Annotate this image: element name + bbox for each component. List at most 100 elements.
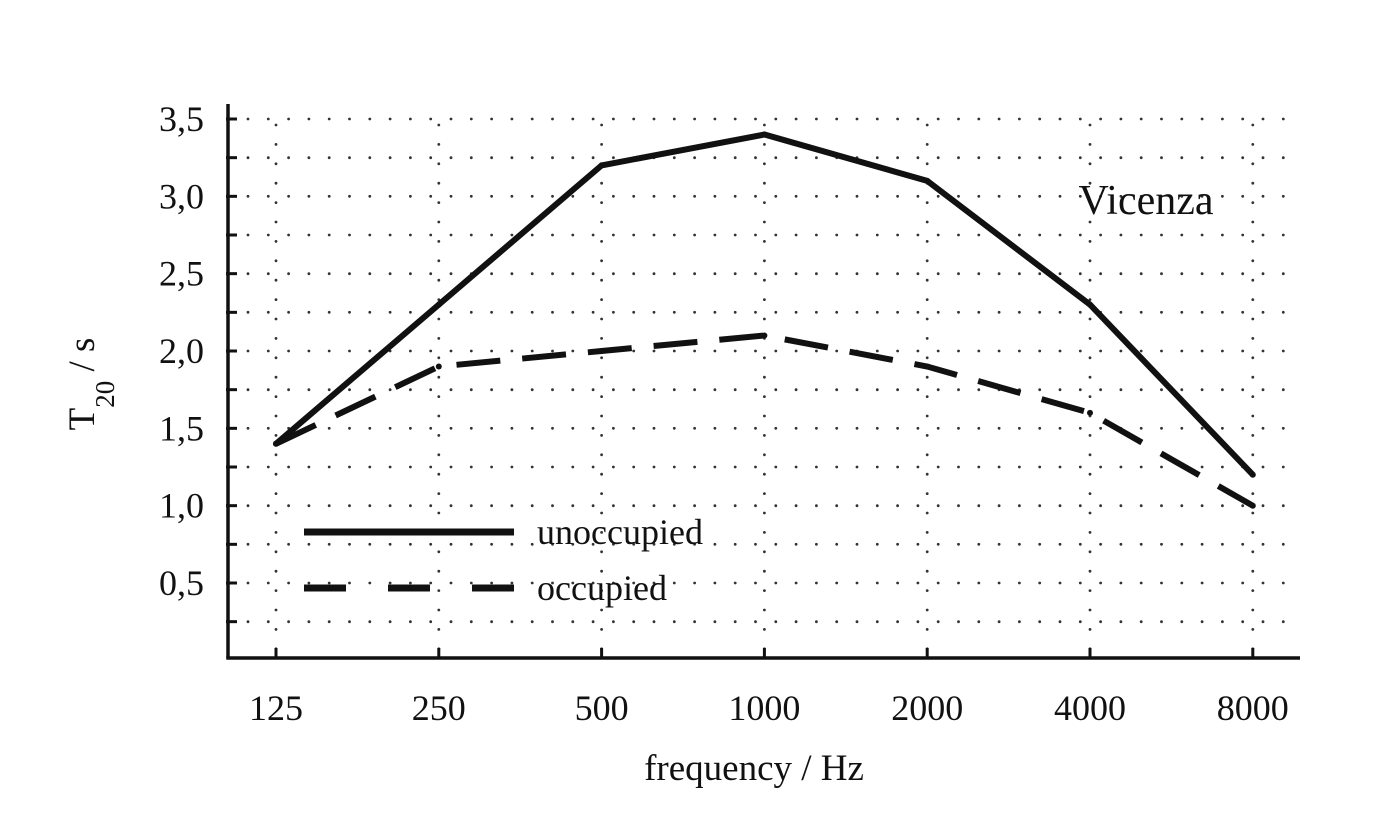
grid-dot bbox=[1261, 349, 1265, 353]
grid-dot bbox=[1200, 620, 1204, 624]
grid-dot bbox=[794, 310, 798, 314]
data-point-unoccupied bbox=[1087, 301, 1093, 308]
grid-dot bbox=[763, 511, 766, 515]
grid-dot bbox=[916, 465, 920, 469]
grid-dot bbox=[1119, 349, 1123, 353]
grid-dot bbox=[600, 511, 603, 515]
grid-dot bbox=[348, 117, 351, 121]
grid-dot bbox=[835, 426, 839, 430]
grid-dot bbox=[388, 620, 392, 624]
grid-dot bbox=[896, 310, 899, 314]
grid-dot bbox=[530, 542, 534, 546]
grid-dot bbox=[774, 233, 778, 237]
grid-dot bbox=[437, 472, 441, 476]
grid-dot bbox=[1251, 628, 1255, 631]
grid-dot bbox=[274, 472, 278, 476]
grid-dot bbox=[437, 356, 441, 360]
grid-dot bbox=[490, 465, 493, 469]
grid-dot bbox=[1139, 542, 1143, 546]
grid-dot bbox=[1160, 504, 1163, 508]
grid-dot bbox=[936, 117, 940, 121]
grid-dot bbox=[925, 259, 929, 263]
grid-dot bbox=[469, 233, 473, 237]
grid-dot bbox=[1160, 156, 1163, 160]
grid-dot bbox=[612, 117, 615, 121]
grid-dot bbox=[936, 426, 940, 430]
grid-dot bbox=[600, 356, 603, 360]
x-tick-label: 500 bbox=[575, 688, 629, 728]
grid-dot bbox=[763, 453, 766, 457]
grid-dot bbox=[429, 620, 433, 624]
grid-dot bbox=[490, 542, 493, 546]
grid-dot bbox=[274, 123, 278, 127]
grid-dot bbox=[591, 388, 595, 392]
grid-dot bbox=[896, 349, 899, 353]
grid-dot bbox=[274, 531, 278, 534]
grid-dot bbox=[855, 388, 859, 392]
grid-dot bbox=[510, 310, 514, 314]
grid-dot bbox=[591, 194, 595, 198]
grid-dot bbox=[246, 504, 250, 508]
grid-dot bbox=[916, 194, 920, 198]
grid-dot bbox=[530, 310, 534, 314]
grid-dot bbox=[754, 156, 757, 160]
grid-dot bbox=[1251, 356, 1255, 360]
grid-dot bbox=[429, 542, 433, 546]
grid-dot bbox=[632, 542, 636, 546]
grid-dot bbox=[957, 349, 960, 353]
grid-dot bbox=[936, 156, 940, 160]
grid-dot bbox=[274, 453, 278, 457]
grid-dot bbox=[632, 426, 636, 430]
grid-dot bbox=[409, 465, 412, 469]
grid-dot bbox=[287, 465, 290, 469]
grid-dot bbox=[1261, 504, 1265, 508]
grid-dot bbox=[815, 272, 818, 276]
grid-dot bbox=[1018, 620, 1021, 624]
grid-dot bbox=[274, 181, 278, 185]
grid-dot bbox=[713, 272, 717, 276]
legend-label-unoccupied: unoccupied bbox=[537, 512, 703, 552]
grid-dot bbox=[1251, 492, 1255, 495]
grid-dot bbox=[409, 620, 412, 624]
grid-dot bbox=[1018, 349, 1021, 353]
grid-dot bbox=[246, 156, 250, 160]
grid-dot bbox=[925, 569, 929, 573]
grid-dot bbox=[429, 504, 433, 508]
grid-dot bbox=[916, 620, 920, 624]
grid-dot bbox=[551, 233, 554, 237]
grid-dot bbox=[977, 194, 981, 198]
grid-dot bbox=[348, 272, 351, 276]
grid-dot bbox=[388, 194, 392, 198]
grid-dot bbox=[1088, 181, 1092, 185]
grid-dot bbox=[409, 426, 412, 430]
grid-dot bbox=[733, 310, 737, 314]
grid-dot bbox=[1261, 233, 1265, 237]
grid-dot bbox=[388, 233, 392, 237]
grid-dot bbox=[815, 388, 818, 392]
grid-dot bbox=[600, 395, 603, 398]
grid-dot bbox=[997, 117, 1001, 121]
grid-dot bbox=[551, 194, 554, 198]
grid-dot bbox=[815, 542, 818, 546]
legend: unoccupied occupied bbox=[304, 512, 703, 608]
grid-dot bbox=[348, 542, 351, 546]
grid-dot bbox=[855, 465, 859, 469]
grid-dot bbox=[815, 581, 818, 585]
grid-dot bbox=[652, 310, 656, 314]
grid-dot bbox=[429, 426, 433, 430]
grid-dot bbox=[600, 492, 603, 495]
grid-dot bbox=[388, 465, 392, 469]
grid-dot bbox=[925, 550, 929, 554]
grid-dot bbox=[1261, 117, 1265, 121]
grid-dot bbox=[600, 298, 603, 301]
grid-dot bbox=[1088, 162, 1092, 166]
grid-dot bbox=[1241, 272, 1245, 276]
grid-dot bbox=[1281, 156, 1285, 160]
grid-dot bbox=[469, 194, 473, 198]
grid-dot bbox=[1038, 117, 1042, 121]
grid-dot bbox=[1139, 272, 1143, 276]
grid-dot bbox=[997, 194, 1001, 198]
grid-dot bbox=[774, 426, 778, 430]
grid-dot bbox=[1058, 542, 1062, 546]
grid-dot bbox=[1251, 395, 1255, 398]
